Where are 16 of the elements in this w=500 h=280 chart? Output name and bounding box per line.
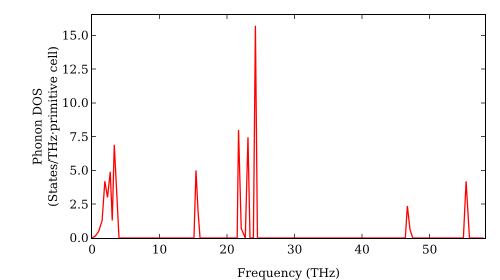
y-tick-label: 7.5 xyxy=(70,130,89,144)
x-tick-label: 40 xyxy=(354,242,370,256)
x-tick-label: 50 xyxy=(422,242,438,256)
y-tick-label: 5.0 xyxy=(70,164,89,178)
line-series xyxy=(92,25,484,238)
x-tick-label: 0 xyxy=(88,242,96,256)
x-tick-label: 20 xyxy=(219,242,235,256)
y-tick-label: 0.0 xyxy=(70,231,89,246)
x-tick-label: 30 xyxy=(286,242,302,256)
y-tick-label: 12.5 xyxy=(62,62,89,76)
y-tick-label: 2.5 xyxy=(70,197,89,212)
y-axis-title: Phonon DOS (States/THz·primitive cell) xyxy=(30,46,60,207)
x-tick-label: 10 xyxy=(152,242,168,256)
y-tick-label: 15.0 xyxy=(62,28,89,42)
y-tick-label: 10.0 xyxy=(62,96,89,110)
x-axis-title: Frequency (THz) xyxy=(237,266,340,280)
